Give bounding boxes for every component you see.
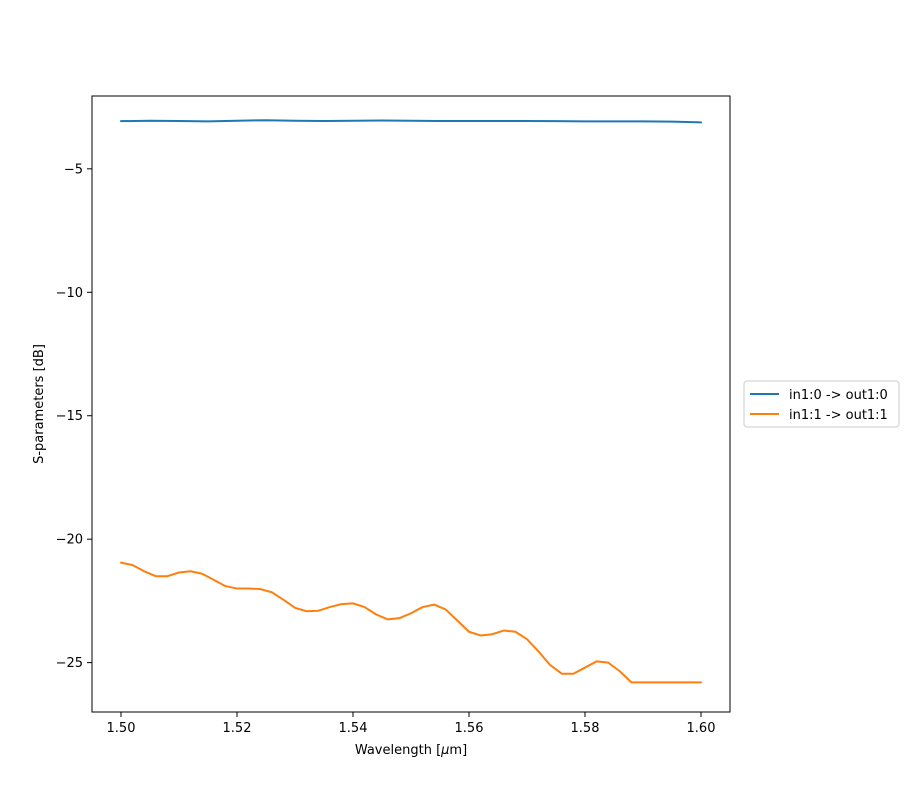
legend-label-series-1: in1:0 -> out1:0 [789, 388, 888, 403]
x-tick-label: 1.50 [107, 721, 136, 736]
x-tick-label: 1.56 [455, 721, 484, 736]
y-axis-label: S-parameters [dB] [32, 344, 47, 464]
y-axis-ticks: −5 −10 −15 −20 −25 [56, 162, 92, 671]
x-axis-label: Wavelength [μm] [355, 743, 467, 758]
x-tick-label: 1.58 [571, 721, 600, 736]
x-axis-label-symbol: μ [440, 743, 449, 758]
x-tick-label: 1.54 [339, 721, 368, 736]
x-axis-label-unit-suffix: m] [449, 743, 467, 758]
legend: in1:0 -> out1:0 in1:1 -> out1:1 [743, 380, 900, 428]
y-tick-label: −15 [56, 409, 83, 424]
series-line-2 [120, 561, 702, 684]
y-tick-label: −20 [56, 533, 83, 548]
y-tick-label: −10 [56, 286, 83, 301]
x-tick-label: 1.60 [687, 721, 716, 736]
axes-frame [91, 95, 731, 713]
series-layer [120, 119, 702, 684]
x-axis-label-text: Wavelength [ [355, 743, 441, 758]
legend-box [743, 380, 900, 428]
y-tick-label: −25 [56, 656, 83, 671]
x-axis-ticks: 1.50 1.52 1.54 1.56 1.58 1.60 [107, 712, 716, 736]
x-tick-label: 1.52 [223, 721, 252, 736]
plot-area-background [92, 96, 730, 712]
legend-label-series-2: in1:1 -> out1:1 [789, 408, 888, 423]
series-line-1 [120, 119, 702, 124]
y-tick-label: −5 [64, 162, 83, 177]
